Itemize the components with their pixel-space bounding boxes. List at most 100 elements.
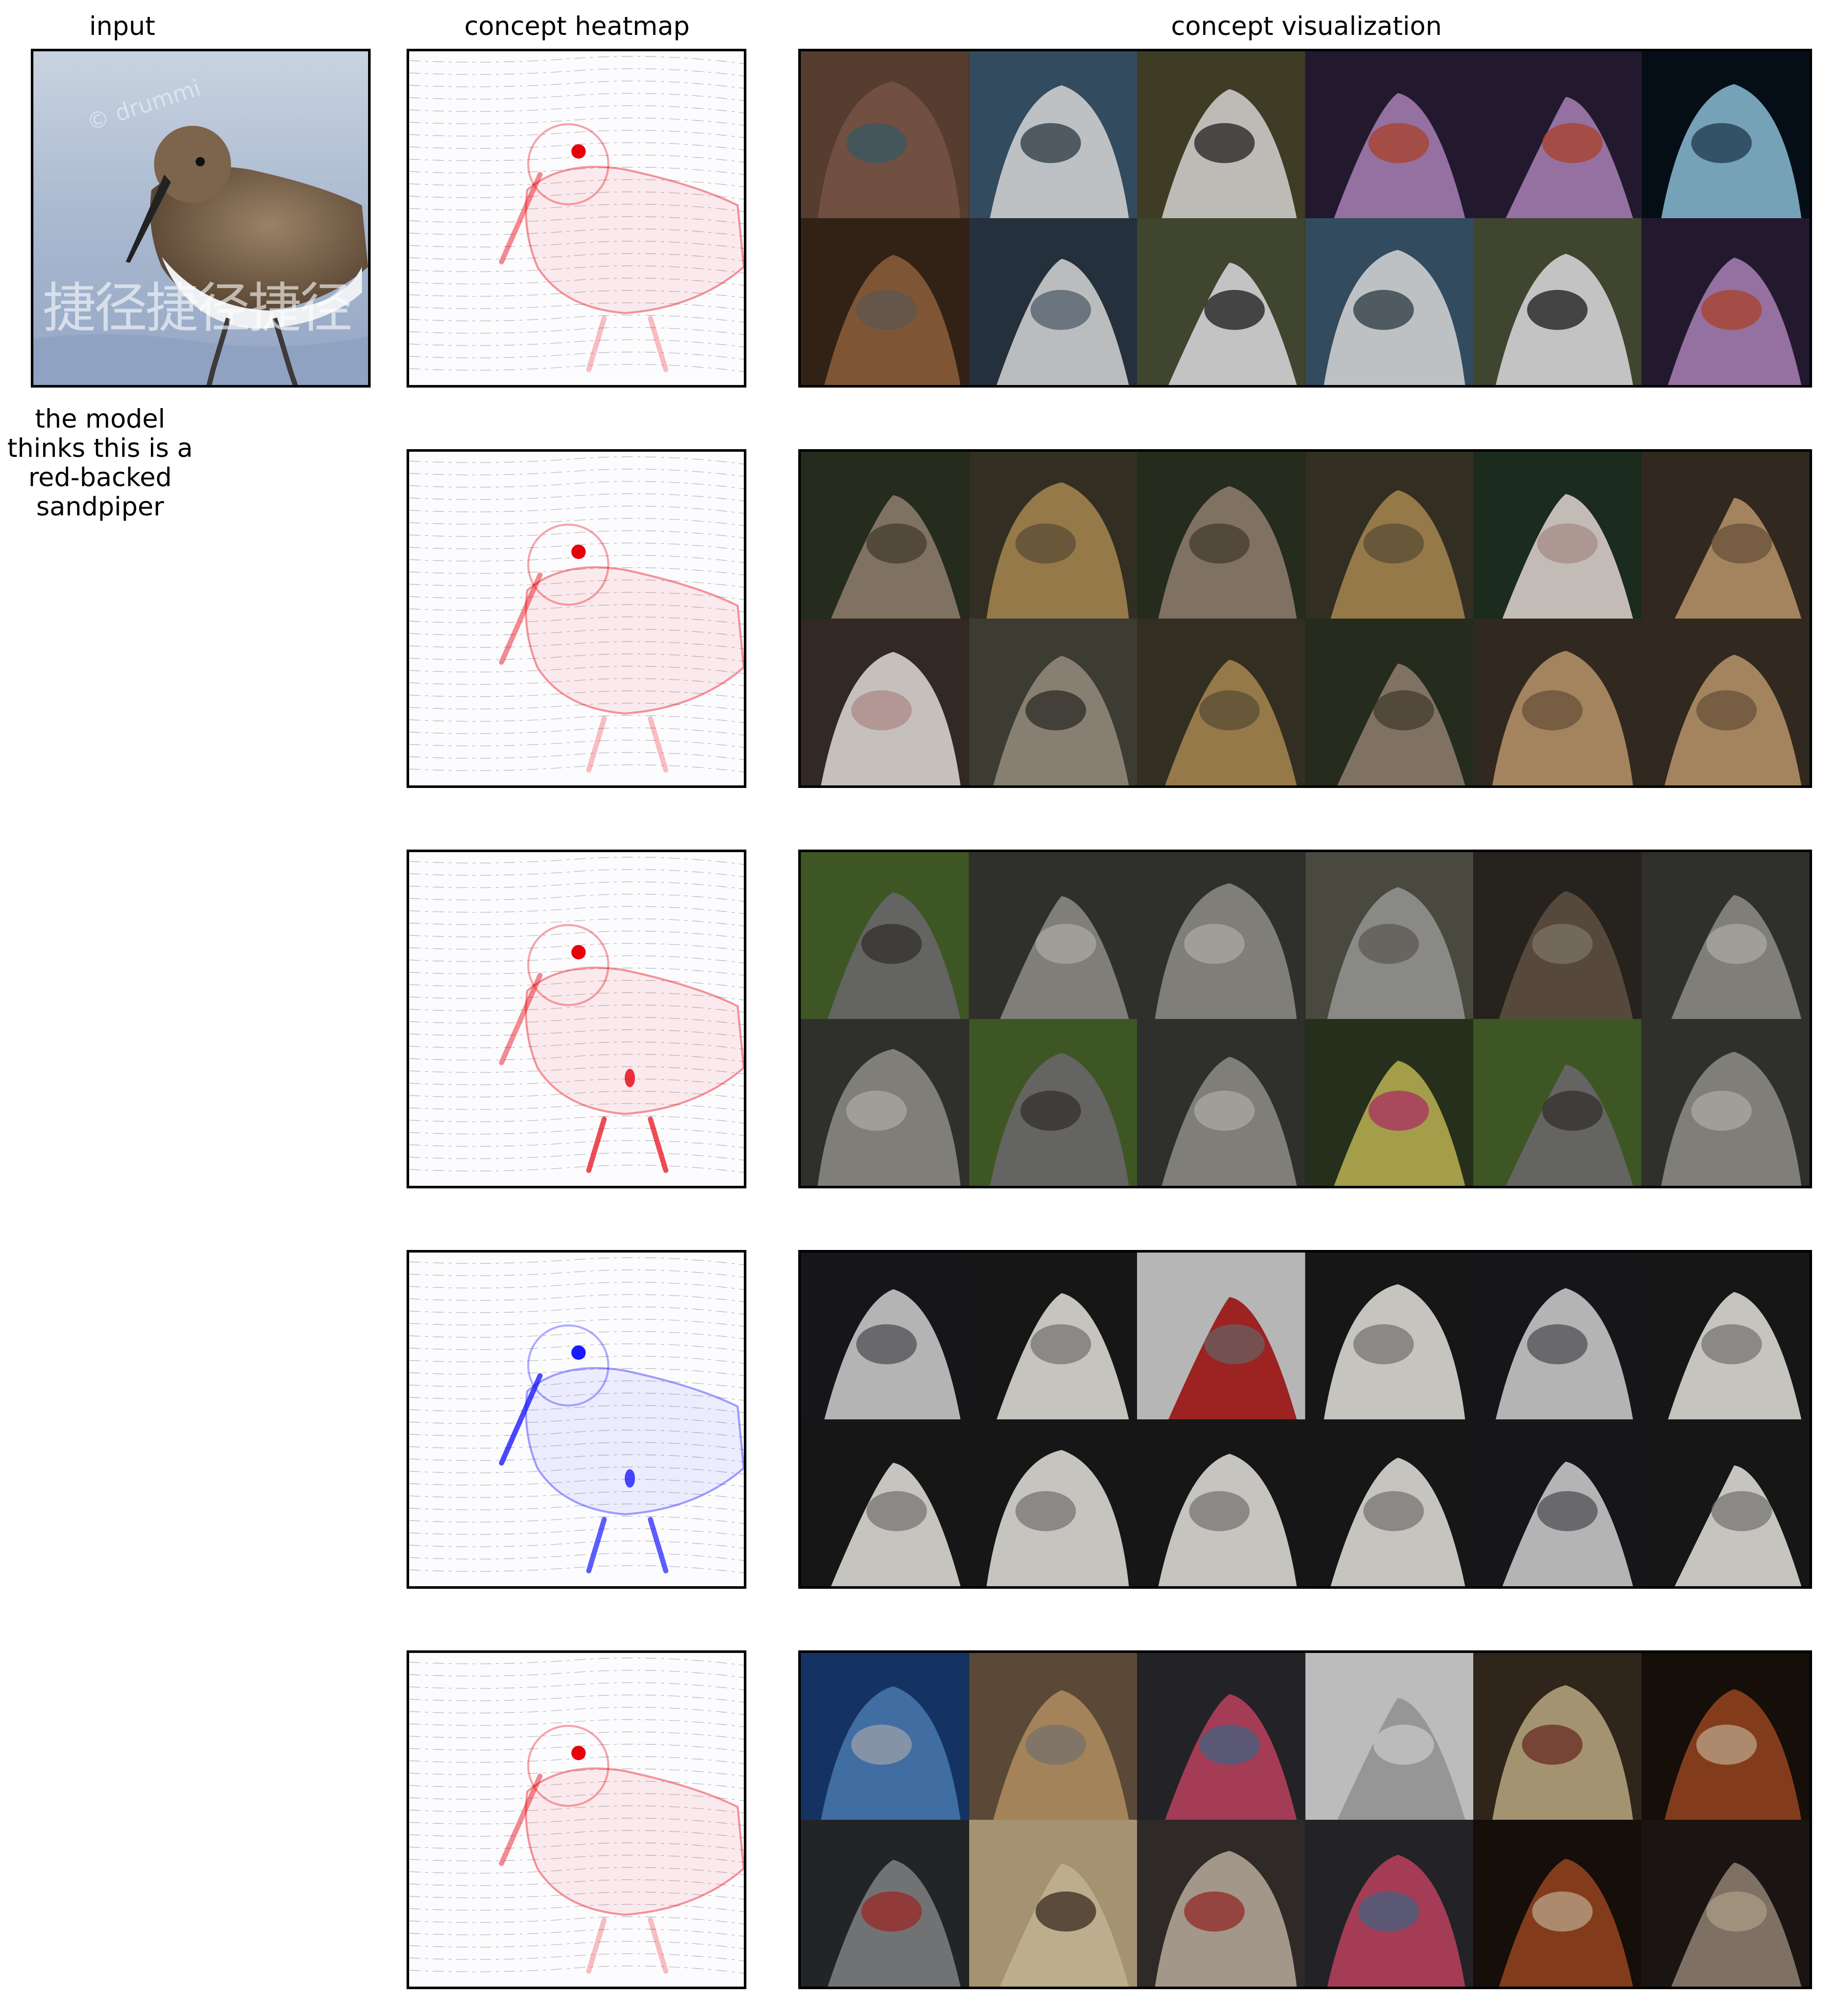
tile-image — [1473, 452, 1642, 619]
visualization-tile — [969, 1653, 1137, 1820]
heatmap-image — [409, 852, 744, 1186]
visualization-tile — [969, 1253, 1137, 1419]
visualization-tile — [1305, 1820, 1473, 1987]
tile-image — [1137, 1419, 1305, 1586]
tile-image — [1641, 1820, 1810, 1987]
visualization-tile — [1641, 1820, 1810, 1987]
tile-image — [801, 852, 969, 1019]
visualization-tile — [1137, 852, 1305, 1019]
concept-heatmap-2 — [407, 449, 746, 788]
tile-image — [1305, 1653, 1473, 1820]
visualization-tile — [1137, 1653, 1305, 1820]
concept-heatmap-4 — [407, 1250, 746, 1589]
heatmap-hotspot — [571, 545, 586, 559]
heatmap-image — [409, 1653, 744, 1987]
heatmap-hotspot — [571, 945, 586, 959]
tile-image — [1137, 1253, 1305, 1419]
tile-image — [1473, 1820, 1642, 1987]
visualization-tile — [969, 218, 1137, 385]
visualization-tile — [1305, 1253, 1473, 1419]
tile-image — [1137, 619, 1305, 785]
heatmap-column-title: concept heatmap — [464, 11, 690, 41]
tile-image — [1641, 1653, 1810, 1820]
tile-image — [969, 1419, 1137, 1586]
visualization-tile — [1641, 452, 1810, 619]
tile-image — [801, 1419, 969, 1586]
tile-image — [1641, 1253, 1810, 1419]
tile-image — [1305, 619, 1473, 785]
tile-image — [1137, 218, 1305, 385]
tile-image — [1473, 1019, 1642, 1186]
visualization-tile — [801, 51, 969, 218]
visualization-tile — [1305, 852, 1473, 1019]
visualization-tile — [801, 1019, 969, 1186]
visualization-tile — [1137, 619, 1305, 785]
concept-heatmap-3 — [407, 850, 746, 1188]
visualization-tile — [801, 619, 969, 785]
tile-image — [1305, 51, 1473, 218]
concept-visualization-3 — [798, 850, 1812, 1188]
visualization-tile — [1137, 1253, 1305, 1419]
visualization-tile — [1137, 1019, 1305, 1186]
visualization-tile — [1641, 1253, 1810, 1419]
input-column-title: input — [89, 11, 156, 41]
visualization-tile — [1473, 619, 1642, 785]
visualization-tile — [1641, 218, 1810, 385]
visualization-tile — [1305, 218, 1473, 385]
visualization-tile — [1473, 852, 1642, 1019]
visualization-tile — [969, 51, 1137, 218]
concept-heatmap-5 — [407, 1650, 746, 1989]
tile-image — [1305, 218, 1473, 385]
tile-image — [1641, 51, 1810, 218]
visualization-tile — [801, 1253, 969, 1419]
visualization-tile — [1305, 1019, 1473, 1186]
tile-image — [969, 1653, 1137, 1820]
visualization-tile — [969, 852, 1137, 1019]
prediction-label: red-backed sandpiper — [28, 463, 172, 522]
visualization-tile — [969, 1820, 1137, 1987]
tile-image — [969, 1820, 1137, 1987]
visualization-tile — [1305, 619, 1473, 785]
visualization-tile — [969, 452, 1137, 619]
visualization-tile — [1473, 452, 1642, 619]
tile-image — [801, 51, 969, 218]
visualization-tile — [1641, 51, 1810, 218]
tile-image — [801, 619, 969, 785]
visualization-tile — [969, 1419, 1137, 1586]
tile-image — [1641, 852, 1810, 1019]
tile-image — [1305, 1253, 1473, 1419]
heatmap-hotspot — [571, 1345, 586, 1360]
tile-image — [969, 51, 1137, 218]
visualization-tile — [969, 619, 1137, 785]
tile-image — [969, 218, 1137, 385]
tile-image — [801, 1253, 969, 1419]
tile-image — [1137, 1019, 1305, 1186]
visualization-tile — [1305, 1419, 1473, 1586]
tile-image — [1473, 51, 1642, 218]
tile-image — [1641, 452, 1810, 619]
tile-image — [1473, 218, 1642, 385]
tile-image — [1305, 852, 1473, 1019]
visualization-tile — [1641, 1419, 1810, 1586]
tile-image — [801, 218, 969, 385]
tile-image — [1305, 1019, 1473, 1186]
visualization-tile — [1641, 852, 1810, 1019]
visualization-tile — [801, 1820, 969, 1987]
visualization-tile — [1473, 218, 1642, 385]
tile-image — [801, 452, 969, 619]
tile-image — [1137, 852, 1305, 1019]
tile-image — [969, 1253, 1137, 1419]
visualization-tile — [1137, 1820, 1305, 1987]
tile-image — [1641, 1419, 1810, 1586]
visualization-tile — [1473, 1653, 1642, 1820]
visualization-tile — [1137, 218, 1305, 385]
visualization-column-title: concept visualization — [1171, 11, 1442, 41]
visualization-tile — [801, 452, 969, 619]
visualization-tile — [1473, 51, 1642, 218]
concept-heatmap-1 — [407, 49, 746, 388]
tile-image — [1473, 1253, 1642, 1419]
visualization-tile — [801, 1419, 969, 1586]
concept-visualization-4 — [798, 1250, 1812, 1589]
visualization-tile — [969, 1019, 1137, 1186]
input-image: 捷径捷径捷径 © drummi — [31, 49, 371, 388]
